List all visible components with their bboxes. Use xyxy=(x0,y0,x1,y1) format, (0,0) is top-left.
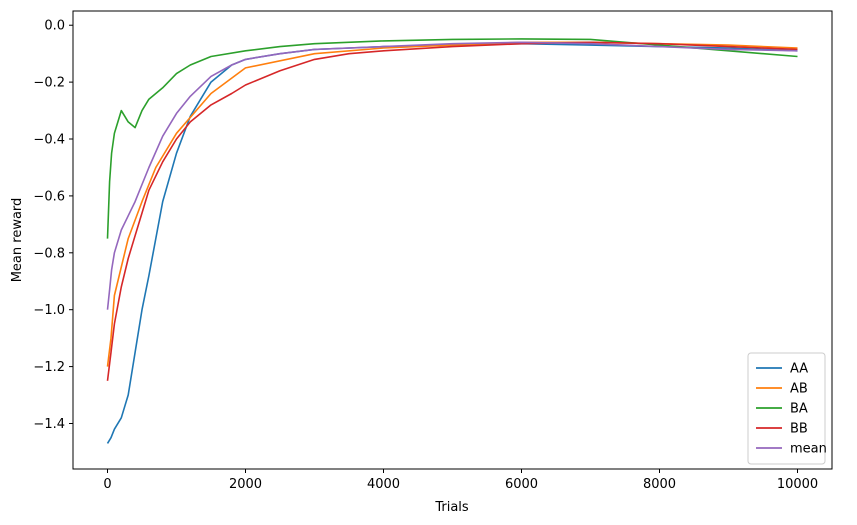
legend-box xyxy=(747,352,826,465)
x-axis-ticks: 0 2000 4000 6000 8000 10000 xyxy=(103,469,818,492)
y-tick-label: −0.8 xyxy=(33,246,65,261)
y-tick-label: −1.4 xyxy=(33,417,65,432)
legend-label-ab: AB xyxy=(790,382,808,397)
y-tick-label: −1.0 xyxy=(33,303,65,318)
plot-frame xyxy=(72,10,833,470)
y-tick-label: 0.0 xyxy=(44,19,65,34)
series-line-aa xyxy=(106,42,798,444)
x-tick-label: 10000 xyxy=(777,477,818,492)
x-tick-label: 8000 xyxy=(643,477,676,492)
x-tick-label: 0 xyxy=(103,477,111,492)
legend-label-ba: BA xyxy=(790,402,808,417)
x-tick-label: 2000 xyxy=(229,477,262,492)
y-tick-label: −0.2 xyxy=(33,76,65,91)
legend: AA AB BA BB mean xyxy=(747,352,827,465)
series-line-ab xyxy=(106,41,798,367)
series-line-ba xyxy=(106,38,798,239)
x-tick-label: 6000 xyxy=(505,477,538,492)
y-axis-label: Mean reward xyxy=(10,198,25,283)
x-tick-label: 4000 xyxy=(367,477,400,492)
y-tick-label: −1.2 xyxy=(33,360,65,375)
series-line-bb xyxy=(106,41,798,381)
y-tick-label: −0.4 xyxy=(33,133,65,148)
legend-label-aa: AA xyxy=(790,362,808,377)
legend-label-mean: mean xyxy=(790,442,827,457)
y-tick-label: −0.6 xyxy=(33,189,65,204)
plot-lines xyxy=(106,38,798,444)
y-axis-ticks: −1.4 −1.2 −1.0 −0.8 −0.6 −0.4 −0.2 0.0 xyxy=(33,19,73,432)
legend-label-bb: BB xyxy=(790,422,808,437)
x-axis-label: Trials xyxy=(434,500,469,515)
axes xyxy=(72,10,833,470)
series-line-mean xyxy=(106,41,798,310)
